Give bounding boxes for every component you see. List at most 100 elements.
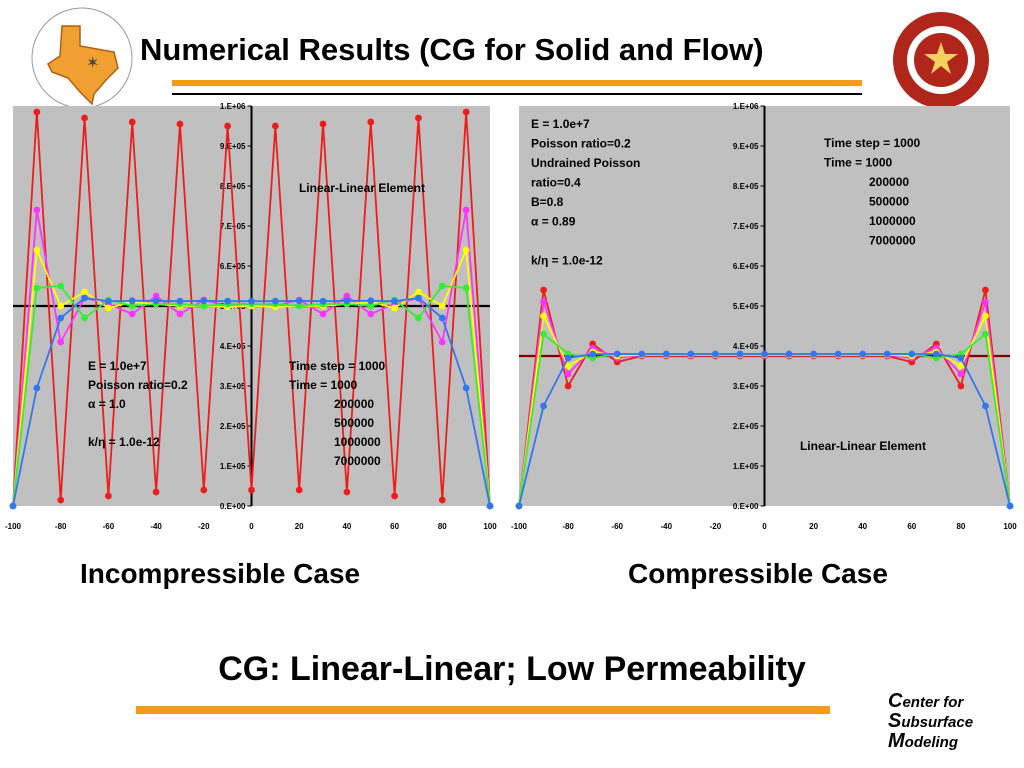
series-point-4 bbox=[128, 297, 136, 305]
y-tick-label: 3.E+05 bbox=[220, 382, 246, 391]
slide-title: Numerical Results (CG for Solid and Flow… bbox=[140, 32, 764, 67]
series-point-3 bbox=[295, 302, 303, 310]
series-point-4 bbox=[1006, 502, 1014, 510]
time-header-label: Time step = 1000 bbox=[289, 359, 385, 373]
csm-word-rest: ubsurface bbox=[901, 714, 974, 731]
time-header-label: Time step = 1000 bbox=[824, 136, 920, 150]
series-point-4 bbox=[736, 350, 744, 358]
series-point-1 bbox=[540, 298, 547, 306]
series-point-0 bbox=[128, 118, 136, 126]
element-label: Linear-Linear Element bbox=[800, 439, 926, 453]
series-point-0 bbox=[391, 492, 398, 500]
series-point-0 bbox=[415, 114, 422, 122]
csm-footer-line: Modeling bbox=[888, 731, 973, 752]
time-value-label: 500000 bbox=[869, 195, 909, 209]
series-point-4 bbox=[271, 297, 279, 305]
parameter-label: k/η = 1.0e-12 bbox=[88, 435, 160, 449]
x-tick-label: 80 bbox=[438, 522, 447, 531]
x-tick-label: 60 bbox=[907, 522, 916, 531]
series-point-4 bbox=[883, 350, 891, 358]
incompressible-chart-svg: 0.E+001.E+052.E+053.E+054.E+055.E+056.E+… bbox=[5, 102, 497, 531]
series-point-4 bbox=[785, 350, 793, 358]
compressible-chart: 0.E+00 1.E+05 2.E+05 3.E+05 4.E+05 5.E+05 6.E+… bbox=[507, 100, 1022, 540]
series-point-1 bbox=[152, 292, 160, 300]
y-tick-label: 3.E+05 bbox=[733, 382, 759, 391]
series-point-0 bbox=[271, 122, 279, 130]
series-point-2 bbox=[81, 288, 88, 296]
series-point-0 bbox=[957, 382, 965, 390]
bottom-underline-accent bbox=[136, 706, 830, 714]
time-value-label: 200000 bbox=[334, 397, 374, 411]
series-point-4 bbox=[932, 350, 940, 358]
series-point-1 bbox=[982, 298, 989, 306]
series-point-2 bbox=[33, 246, 41, 254]
x-tick-label: -100 bbox=[511, 522, 528, 531]
series-point-0 bbox=[462, 108, 470, 116]
element-label: Linear-Linear Element bbox=[299, 181, 425, 195]
y-tick-label: 0.E+00 bbox=[733, 502, 759, 511]
y-tick-label: 7.E+05 bbox=[733, 222, 759, 231]
series-point-4 bbox=[613, 350, 621, 358]
time-header-label: Time = 1000 bbox=[289, 378, 357, 392]
series-point-1 bbox=[176, 310, 184, 318]
series-point-4 bbox=[957, 354, 965, 362]
series-point-4 bbox=[152, 297, 160, 305]
series-point-2 bbox=[415, 288, 422, 296]
series-point-3 bbox=[200, 302, 208, 310]
parameter-label: E = 1.0e+7 bbox=[531, 117, 590, 131]
series-point-4 bbox=[982, 402, 989, 410]
series-point-4 bbox=[33, 384, 41, 392]
series-point-1 bbox=[957, 370, 965, 378]
y-tick-label: 1.E+05 bbox=[220, 462, 246, 471]
series-point-4 bbox=[295, 297, 303, 305]
time-value-label: 1000000 bbox=[334, 435, 381, 449]
series-point-1 bbox=[343, 292, 351, 300]
series-point-3 bbox=[540, 330, 547, 338]
time-value-label: 500000 bbox=[334, 416, 374, 430]
y-tick-label: 8.E+05 bbox=[733, 182, 759, 191]
series-point-2 bbox=[391, 304, 398, 312]
series-point-2 bbox=[540, 312, 547, 320]
series-point-2 bbox=[982, 312, 989, 320]
y-tick-label: 7.E+05 bbox=[220, 222, 246, 231]
series-point-2 bbox=[564, 362, 572, 370]
x-tick-label: 100 bbox=[1003, 522, 1017, 531]
x-tick-label: -40 bbox=[661, 522, 673, 531]
y-tick-label: 2.E+05 bbox=[733, 422, 759, 431]
parameter-label: α = 0.89 bbox=[531, 215, 576, 229]
series-point-3 bbox=[33, 284, 41, 292]
y-tick-label: 1.E+06 bbox=[220, 102, 246, 111]
parameter-label: Undrained Poisson bbox=[531, 156, 640, 170]
series-point-2 bbox=[438, 302, 446, 310]
y-tick-label: 8.E+05 bbox=[220, 182, 246, 191]
series-point-0 bbox=[564, 382, 572, 390]
series-point-4 bbox=[415, 294, 422, 302]
y-tick-label: 4.E+05 bbox=[733, 342, 759, 351]
series-point-1 bbox=[462, 206, 470, 214]
series-point-4 bbox=[859, 350, 867, 358]
series-point-4 bbox=[712, 350, 719, 358]
series-point-0 bbox=[295, 486, 303, 494]
series-point-0 bbox=[982, 286, 989, 294]
parameter-label: E = 1.0e+7 bbox=[88, 359, 147, 373]
x-tick-label: -80 bbox=[562, 522, 574, 531]
series-point-4 bbox=[564, 354, 572, 362]
csm-initial: S bbox=[888, 710, 902, 732]
series-point-2 bbox=[57, 302, 65, 310]
x-tick-label: -40 bbox=[150, 522, 162, 531]
series-point-4 bbox=[589, 350, 597, 358]
csm-footer-line: Center for bbox=[888, 691, 973, 712]
x-tick-label: 0 bbox=[249, 522, 254, 531]
csm-logo: ✶ bbox=[22, 6, 142, 111]
series-point-0 bbox=[33, 108, 41, 116]
series-point-2 bbox=[105, 304, 112, 312]
series-point-4 bbox=[81, 294, 88, 302]
series-point-2 bbox=[462, 246, 470, 254]
series-point-1 bbox=[438, 338, 446, 346]
series-point-1 bbox=[319, 310, 327, 318]
series-point-0 bbox=[152, 488, 160, 496]
time-value-label: 1000000 bbox=[869, 214, 916, 228]
y-tick-label: 5.E+05 bbox=[733, 302, 759, 311]
x-tick-label: 0 bbox=[762, 522, 767, 531]
csm-footer-line: Subsurface bbox=[888, 710, 974, 732]
